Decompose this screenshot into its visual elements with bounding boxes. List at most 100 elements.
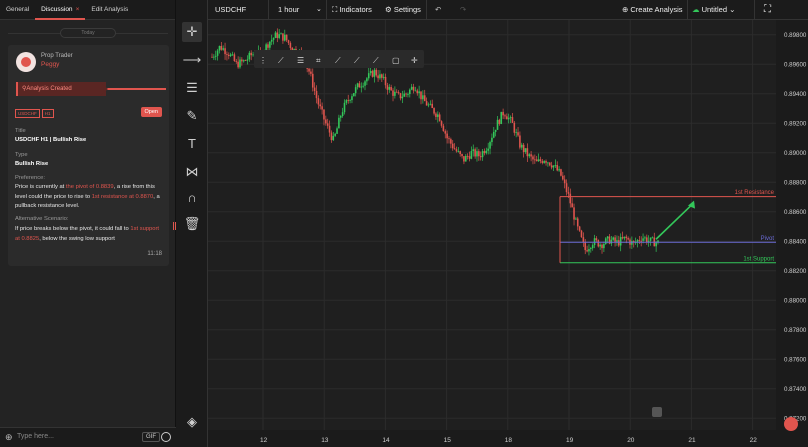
- candle-body: [601, 244, 603, 249]
- candle-body: [616, 240, 618, 242]
- message-input[interactable]: Type here...: [17, 433, 54, 440]
- info-line-icon[interactable]: ⟋: [373, 56, 379, 65]
- candle-body: [440, 121, 443, 126]
- candle-body: [369, 70, 372, 74]
- candle-body: [246, 59, 249, 61]
- fib-tool-icon[interactable]: ☰: [186, 80, 198, 95]
- candle-body: [483, 151, 486, 154]
- resize-handle[interactable]: [173, 222, 176, 230]
- candle-body: [459, 151, 461, 155]
- candle-body: [558, 169, 560, 171]
- candle-body: [313, 87, 316, 92]
- candle-body: [487, 148, 489, 151]
- fullscreen-icon[interactable]: ⛶: [764, 4, 771, 15]
- price-chart[interactable]: 1st Resistance0.88702Pivot0.883931st Sup…: [208, 20, 808, 447]
- candle-body: [481, 151, 484, 158]
- magnet-tool-icon[interactable]: ∩: [187, 190, 197, 205]
- message-card: Prop Trader Peggy ⚲Analysis Created USDC…: [8, 45, 169, 266]
- price-tick-label: 0.88800: [784, 180, 807, 187]
- candle-body: [455, 149, 458, 152]
- candle-body: [379, 74, 381, 79]
- indicators-button[interactable]: ⛶ Indicators: [332, 0, 372, 20]
- fib-tool-icon[interactable]: ☰: [297, 56, 304, 65]
- message-input-bar: ⊕ Type here... GIF: [0, 427, 176, 447]
- chart-canvas[interactable]: 1st Resistance0.88702Pivot0.883931st Sup…: [208, 20, 808, 447]
- chevron-down-icon[interactable]: ⌄: [316, 6, 322, 13]
- layers-icon[interactable]: ◈: [187, 414, 197, 429]
- gif-button[interactable]: GIF: [142, 432, 160, 442]
- candle-body: [242, 60, 245, 62]
- candle-body: [502, 111, 504, 116]
- candle-body: [375, 69, 378, 76]
- tab-discussion[interactable]: Discussion ×: [35, 0, 86, 20]
- candle-body: [218, 45, 221, 51]
- text-tool-icon[interactable]: T: [188, 136, 196, 151]
- candle-body: [397, 92, 400, 94]
- candle-body: [545, 161, 547, 163]
- line-tool-icon[interactable]: ⟋: [278, 56, 284, 65]
- alternative-text: If price breaks below the pivot, it coul…: [15, 225, 163, 244]
- candle-body: [530, 154, 532, 157]
- candle-body: [429, 103, 432, 105]
- candle-body: [543, 161, 545, 163]
- candle-body: [450, 139, 452, 144]
- candle-body: [317, 98, 320, 105]
- drag-handle-icon[interactable]: ⋮: [259, 56, 267, 65]
- candle-body: [360, 86, 363, 88]
- type-value: Bullish Rise: [15, 161, 49, 167]
- candle-body: [285, 34, 288, 41]
- candle-body: [371, 70, 374, 77]
- pin-icon: ⚲: [22, 86, 27, 92]
- candle-body: [539, 159, 542, 162]
- open-button[interactable]: Open: [140, 107, 162, 117]
- trendline-tool-icon[interactable]: ⟶: [182, 52, 202, 67]
- rectangle-tool-icon[interactable]: ▢: [392, 56, 400, 65]
- candle-body: [274, 32, 277, 39]
- candle-body: [614, 237, 616, 242]
- brush-tool-icon[interactable]: ✎: [186, 108, 198, 123]
- add-icon[interactable]: ⊕: [5, 432, 13, 442]
- untitled-layout-button[interactable]: ☁ Untitled ⌄: [692, 0, 735, 20]
- level-label: Pivot: [761, 236, 775, 242]
- extended-line-icon[interactable]: ⟋: [354, 56, 360, 65]
- tab-general[interactable]: General: [6, 5, 30, 13]
- ray-tool-icon[interactable]: ⟋: [335, 56, 341, 65]
- preference-p1: Price is currently at: [15, 184, 66, 190]
- candle-body: [345, 100, 348, 103]
- symbol-selector[interactable]: USDCHF: [215, 5, 247, 14]
- price-tick-label: 0.88400: [784, 239, 807, 246]
- candle-body: [453, 148, 456, 150]
- emoji-icon[interactable]: [161, 432, 171, 442]
- notification-icon: [784, 417, 798, 431]
- tab-edit-analysis[interactable]: Edit Analysis: [91, 5, 129, 13]
- create-analysis-label: Create Analysis: [630, 5, 683, 14]
- candle-body: [593, 238, 596, 246]
- create-analysis-button[interactable]: ⊕ Create Analysis: [622, 0, 682, 20]
- settings-button[interactable]: ⚙ Settings: [385, 0, 421, 20]
- candle-body: [636, 240, 639, 243]
- interval-selector[interactable]: 1 hour: [278, 5, 300, 14]
- close-icon[interactable]: ×: [75, 5, 80, 13]
- event-label: Analysis Created: [26, 86, 72, 92]
- candle-body: [618, 240, 620, 246]
- crosshair-tool-icon[interactable]: ✛: [182, 22, 202, 42]
- candle-body: [612, 237, 615, 240]
- candle-body: [394, 91, 396, 96]
- candle-body: [364, 81, 366, 86]
- crosshair-icon[interactable]: ✛: [411, 56, 418, 65]
- candle-body: [496, 119, 499, 130]
- candle-body: [651, 237, 654, 239]
- pattern-tool-icon[interactable]: ⋈: [185, 164, 199, 179]
- trash-icon[interactable]: 🗑: [183, 216, 201, 231]
- author-role: Prop Trader: [41, 53, 73, 59]
- candle-body: [388, 87, 391, 90]
- candle-body: [470, 151, 473, 159]
- candle-body: [461, 154, 463, 157]
- candle-body: [619, 237, 622, 246]
- candle-body: [233, 54, 236, 62]
- candle-body: [435, 113, 437, 117]
- undo-icon[interactable]: ↶: [435, 5, 442, 14]
- channel-tool-icon[interactable]: ⌗: [316, 56, 321, 65]
- redo-icon[interactable]: ↷: [460, 5, 467, 14]
- candle-body: [328, 125, 331, 133]
